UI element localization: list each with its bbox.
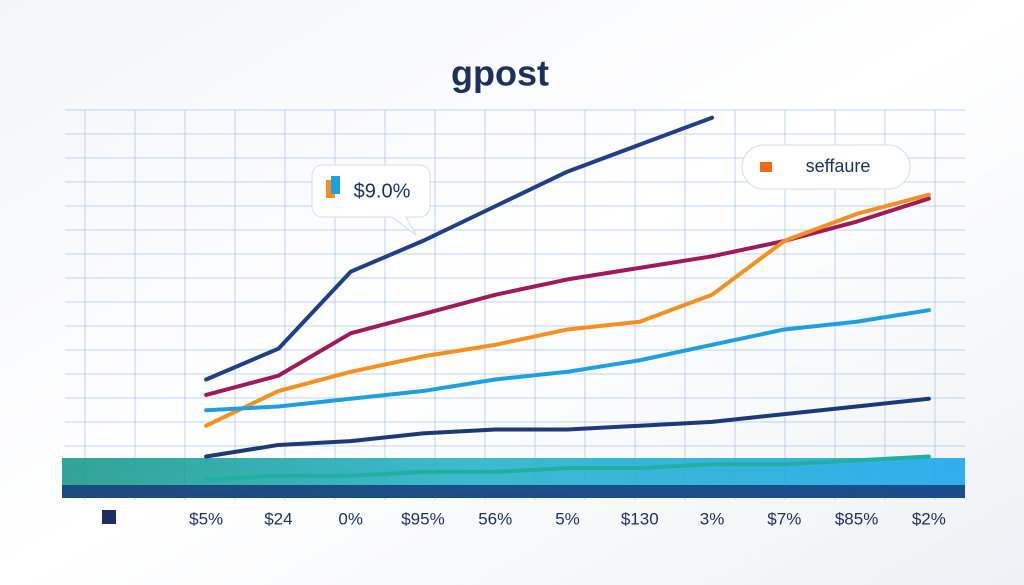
x-tick-label: 56% [478,509,512,528]
x-tick-label: $24 [264,509,292,528]
series-line [204,115,715,382]
x-tick-label: $130 [621,509,659,528]
callout-text: seffaure [806,156,871,176]
series-line [204,454,931,482]
lines [204,115,931,482]
series-line [204,308,931,413]
chart-title: gpost [451,53,549,94]
callout-box [311,164,431,236]
callout: seffaure [741,144,911,190]
callout-icon [326,180,335,198]
series-line [204,396,931,459]
x-tick-label: 3% [700,509,725,528]
x-tick-label: $5% [189,509,223,528]
x-tick-label: 0% [338,509,363,528]
x-tick-label: $85% [835,509,878,528]
x-tick-label: 5% [555,509,580,528]
axis-icon [102,510,116,524]
x-tick-label: $7% [767,509,801,528]
callout-box [741,144,911,190]
callout-text: $9.0% [354,180,411,202]
series-line [204,192,931,428]
callout-icon [760,162,772,172]
x-tick-label: $95% [401,509,444,528]
series-line [204,196,931,397]
x-tick-label: $2% [912,509,946,528]
base-band-dark [62,485,965,498]
callout-icon [331,176,340,194]
callout: $9.0% [311,164,431,236]
x-axis: $5% $24 0% $95% 56% 5% $130 3% $7% $85% $2% [189,509,946,528]
